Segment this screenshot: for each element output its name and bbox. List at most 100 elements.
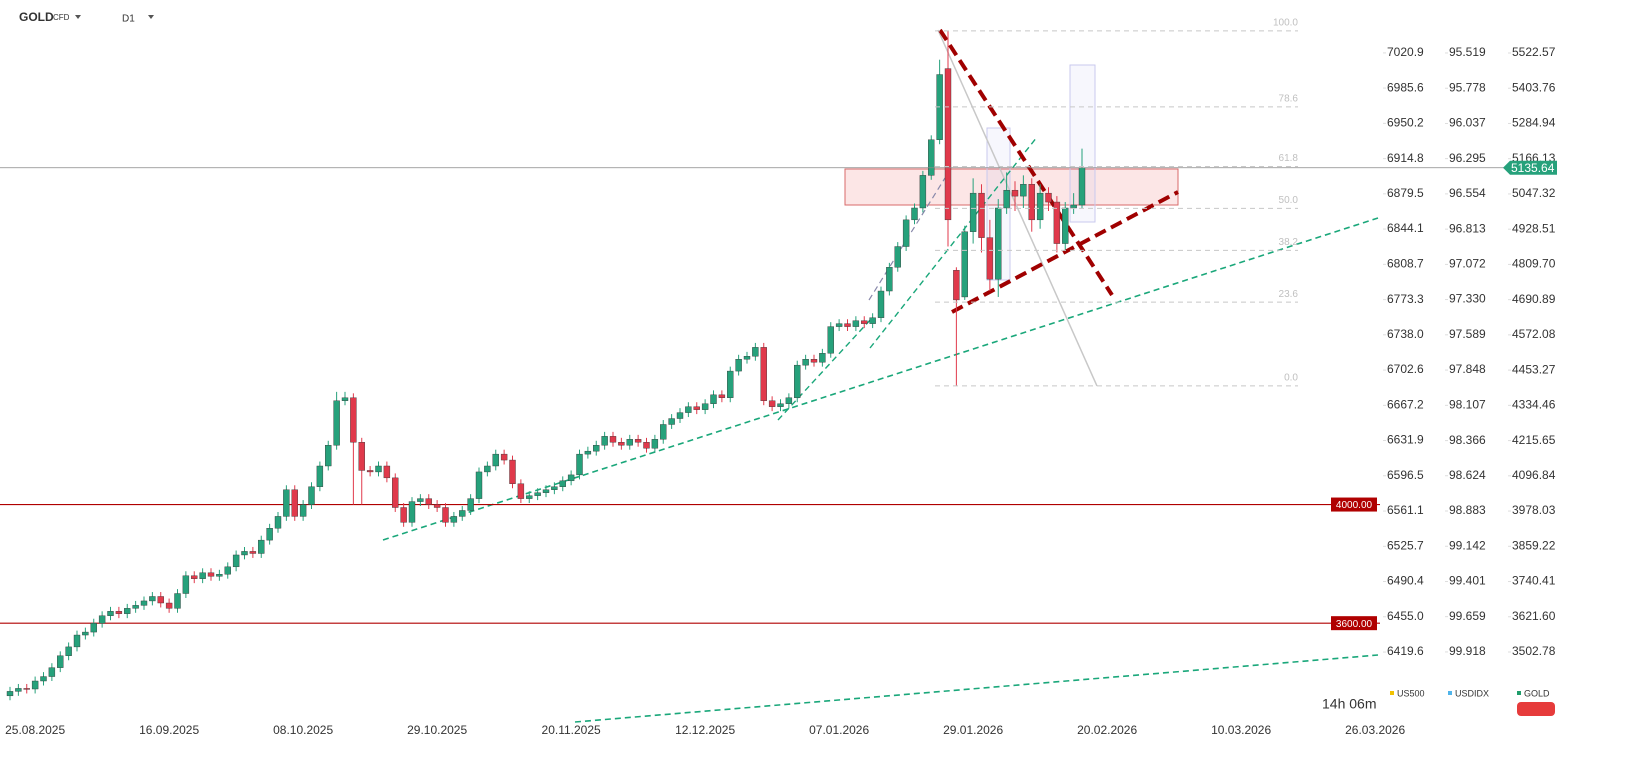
fib-label: 78.6 xyxy=(1279,94,1299,105)
legend-swatch xyxy=(1517,691,1521,695)
triangle-line xyxy=(951,190,1179,314)
candle-body xyxy=(693,406,700,410)
candle-body xyxy=(65,646,72,656)
x-tick-label: 16.09.2025 xyxy=(139,723,199,737)
y-tick-label: 98.366 xyxy=(1449,433,1486,447)
candle-body xyxy=(852,320,860,327)
x-tick-label: 12.12.2025 xyxy=(675,723,735,737)
candle-body xyxy=(433,504,441,508)
candle-body xyxy=(593,445,600,452)
candle-body xyxy=(1036,192,1044,221)
candle-body xyxy=(835,323,843,327)
candle-body xyxy=(216,574,223,577)
candle-body xyxy=(626,439,633,446)
candle-body xyxy=(6,691,14,697)
candle-body xyxy=(207,572,215,577)
zone-rect xyxy=(844,168,1179,206)
y-tick-label: 98.107 xyxy=(1449,398,1486,412)
y-tick-label: 5403.76 xyxy=(1512,80,1556,94)
trend-line xyxy=(382,217,1379,541)
fib-label: 23.6 xyxy=(1279,289,1299,300)
candle-body xyxy=(283,489,290,517)
action-button[interactable] xyxy=(1517,702,1555,716)
candle-body xyxy=(634,439,642,443)
legend-label: US500 xyxy=(1397,688,1425,698)
level-label: 3600.00 xyxy=(1336,619,1373,630)
candle-body xyxy=(500,453,508,461)
candle-body xyxy=(760,347,767,401)
candle-body xyxy=(417,498,424,502)
candle-body xyxy=(785,397,793,404)
candle-body xyxy=(1003,189,1010,209)
y-tick-label: 96.813 xyxy=(1449,221,1486,235)
candle-body xyxy=(509,459,516,484)
candle-body xyxy=(542,489,550,493)
timeframe[interactable]: D1 xyxy=(122,14,135,25)
y-tick-label: 6985.6 xyxy=(1387,80,1424,94)
x-tick-label: 29.01.2026 xyxy=(943,723,1003,737)
y-tick-label: 6844.1 xyxy=(1387,221,1424,235)
y-tick-label: 97.589 xyxy=(1449,327,1486,341)
y-tick-label: 4453.27 xyxy=(1512,362,1556,376)
candle-body xyxy=(676,412,684,419)
candle-body xyxy=(609,436,617,443)
candle-body xyxy=(1045,192,1052,203)
candle-body xyxy=(819,353,826,363)
x-tick-label: 20.11.2025 xyxy=(542,723,601,737)
dropdown-caret[interactable] xyxy=(75,15,81,19)
y-tick-label: 97.330 xyxy=(1449,292,1486,306)
candle-body xyxy=(90,622,97,633)
candle-body xyxy=(23,688,30,690)
candle-body xyxy=(165,602,173,609)
y-tick-label: 99.142 xyxy=(1449,538,1486,552)
y-tick-label: 99.918 xyxy=(1449,644,1486,658)
candle-body xyxy=(316,465,324,487)
y-tick-label: 4096.84 xyxy=(1512,468,1556,482)
candle-body xyxy=(902,219,910,247)
candle-body xyxy=(266,528,273,541)
candle-body xyxy=(191,575,198,579)
y-tick-label: 95.519 xyxy=(1449,45,1486,59)
y-tick-label: 3621.60 xyxy=(1512,609,1556,623)
y-tick-label: 98.624 xyxy=(1449,468,1486,482)
candle-body xyxy=(132,605,139,609)
candle-body xyxy=(584,450,592,455)
y-tick-label: 4809.70 xyxy=(1512,257,1556,271)
y-tick-label: 99.401 xyxy=(1449,574,1486,588)
level-label-box xyxy=(1331,616,1377,631)
candle-body xyxy=(727,370,734,398)
candle-body xyxy=(459,510,466,517)
y-tick-label: 6490.4 xyxy=(1387,574,1424,588)
candle-body xyxy=(827,326,834,354)
legend-swatch xyxy=(1448,691,1452,695)
candle-body xyxy=(844,323,851,327)
x-tick-label: 25.08.2025 xyxy=(5,723,65,737)
candle-body xyxy=(735,359,742,372)
candle-body xyxy=(777,403,784,407)
candle-body xyxy=(995,207,1002,280)
candle-body xyxy=(743,356,751,360)
candle-body xyxy=(576,453,583,476)
candle-body xyxy=(919,175,927,209)
candle-body xyxy=(1053,201,1061,244)
candle-body xyxy=(768,400,776,407)
candle-body xyxy=(15,688,22,692)
candle-body xyxy=(752,347,759,357)
dropdown-caret[interactable] xyxy=(148,15,154,19)
candle-body xyxy=(802,359,809,366)
candle-body xyxy=(961,231,968,298)
y-tick-label: 6561.1 xyxy=(1387,503,1424,517)
legend-swatch xyxy=(1390,691,1394,695)
y-tick-label: 4334.46 xyxy=(1512,398,1556,412)
candle-body xyxy=(1070,204,1077,209)
candle-body xyxy=(718,394,726,398)
trend-line xyxy=(574,654,1379,723)
candle-body xyxy=(861,320,868,324)
candle-body xyxy=(383,465,391,479)
last-price-box xyxy=(1503,160,1557,175)
candle-body xyxy=(986,237,994,280)
candle-body xyxy=(400,507,407,523)
y-tick-label: 98.883 xyxy=(1449,503,1486,517)
candle-body xyxy=(1020,184,1027,197)
y-tick-label: 4572.08 xyxy=(1512,327,1556,341)
